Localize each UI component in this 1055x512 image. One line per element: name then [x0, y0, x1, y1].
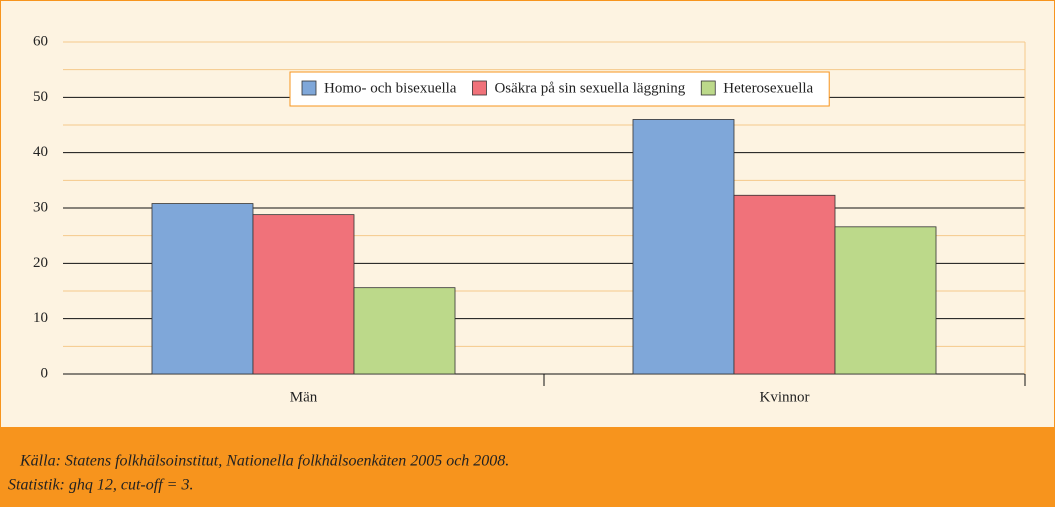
- source-text: Källa: Statens folkhälsoinstitut, Nation…: [19, 453, 509, 470]
- legend-swatch: [700, 80, 716, 96]
- legend-swatch: [472, 80, 487, 96]
- legend-swatch: [301, 80, 317, 96]
- bar: [733, 194, 836, 375]
- y-tick-label: 30: [33, 199, 48, 215]
- bar: [834, 226, 937, 375]
- y-tick-label: 0: [41, 365, 49, 381]
- bar: [632, 119, 735, 375]
- legend: Homo- och bisexuella Osäkra på sin sexuel…: [289, 71, 830, 107]
- y-tick-label: 20: [33, 255, 48, 271]
- legend-label: Homo- och bisexuella: [324, 80, 457, 96]
- x-tick-label: Män: [290, 389, 318, 405]
- bar: [353, 287, 456, 375]
- legend-box: [289, 71, 830, 107]
- x-tick-label: Kvinnor: [760, 389, 810, 405]
- y-tick-label: 60: [33, 33, 48, 49]
- y-tick-label: 50: [33, 89, 48, 105]
- y-tick-label: 40: [33, 144, 48, 160]
- source-text: Statistik: ghq 12, cut-off = 3.: [8, 477, 193, 494]
- y-tick-label: 10: [33, 310, 48, 326]
- bar: [252, 214, 355, 375]
- legend-label: Osäkra på sin sexuella läggning: [494, 80, 685, 96]
- bar: [151, 203, 254, 375]
- footer: [0, 428, 1055, 507]
- legend-label: Heterosexuella: [723, 80, 813, 96]
